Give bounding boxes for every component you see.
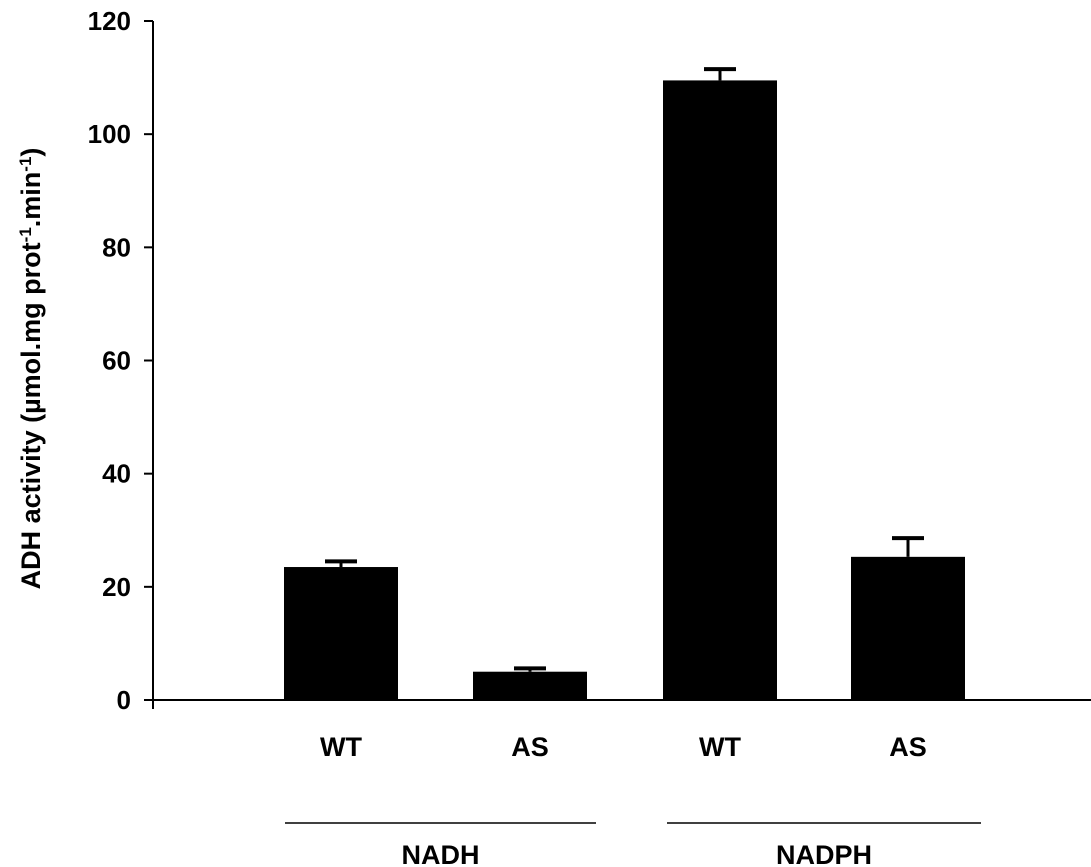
bars (284, 80, 965, 701)
y-tick-label: 80 (102, 232, 131, 262)
y-ticks: 0 20 40 60 80 100 120 (88, 6, 153, 715)
bar (663, 80, 777, 701)
y-axis-title-sup2: -1 (16, 157, 35, 172)
y-tick-label: 20 (102, 572, 131, 602)
error-bars (325, 67, 924, 672)
y-tick-label: 60 (102, 346, 131, 376)
category-labels: WT AS WT AS (320, 732, 927, 762)
bar (284, 567, 398, 700)
x-category-label: WT (699, 732, 741, 762)
bar (473, 671, 587, 700)
x-category-label: AS (511, 732, 549, 762)
group-label: NADPH (776, 840, 872, 867)
x-category-label: AS (889, 732, 927, 762)
y-tick-label: 40 (102, 459, 131, 489)
y-axis-title: ADH activity (µmol.mg prot-1.min-1) (16, 148, 47, 590)
y-tick-label: 100 (88, 119, 131, 149)
bar (851, 556, 965, 700)
y-axis-title-part3: ) (16, 148, 46, 157)
y-axis-title-sup1: -1 (16, 227, 35, 242)
x-category-label: WT (320, 732, 362, 762)
y-tick-label: 0 (117, 685, 131, 715)
group-labels: NADH NADPH (285, 822, 981, 867)
group-label: NADH (402, 840, 480, 867)
y-tick-label: 120 (88, 6, 131, 36)
y-axis-title-part2: .min (16, 172, 46, 228)
y-axis-title-part1: ADH activity (µmol.mg prot (16, 242, 46, 589)
